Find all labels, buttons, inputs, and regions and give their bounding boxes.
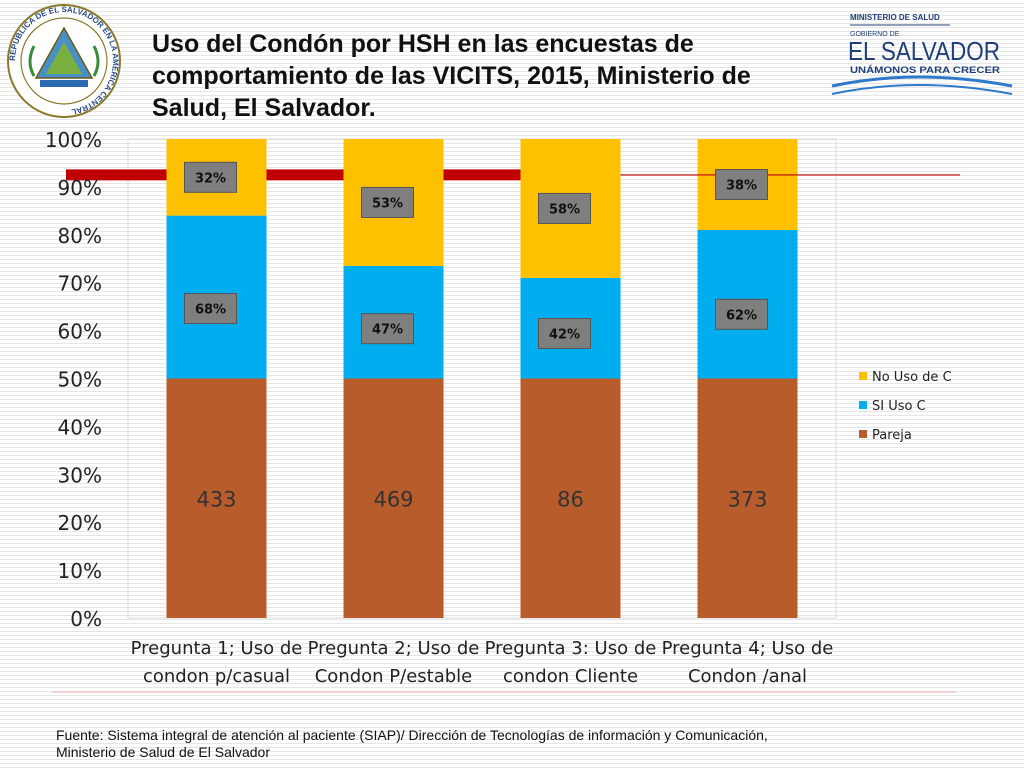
x-category-label: Pregunta 3: Uso de xyxy=(485,638,657,659)
bar-pareja-1 xyxy=(166,378,267,618)
plot-frame xyxy=(127,138,837,619)
y-tick-label: 60% xyxy=(58,320,102,344)
pct-badge-label: 68% xyxy=(195,303,226,318)
bar-pareja-3 xyxy=(520,378,621,618)
pareja-count-label: 433 xyxy=(196,487,236,511)
pct-badge xyxy=(538,317,591,349)
y-tick-label: 10% xyxy=(58,559,102,583)
el-salvador-government-logo: MINISTERIO DE SALUD GOBIERNO DE EL SALVA… xyxy=(831,13,1013,95)
legend-label-si-uso: SI Uso C xyxy=(872,399,926,414)
source-line-1: Fuente: Sistema integral de atención al … xyxy=(56,727,768,743)
legend-swatch-pareja xyxy=(859,430,867,438)
source-line-2: Ministerio de Salud de El Salvador xyxy=(56,744,271,760)
chart-title: Uso del Condón por HSH en las encuestas … xyxy=(152,30,751,122)
legend-swatch-si-uso xyxy=(859,401,867,409)
pareja-count-label: 373 xyxy=(727,487,767,511)
source-note: Fuente: Sistema integral de atención al … xyxy=(56,727,956,761)
y-tick-label: 20% xyxy=(58,511,102,535)
logo-country-text: EL SALVADOR xyxy=(848,36,1000,66)
pct-badge-label: 42% xyxy=(549,327,580,342)
x-category-label: condon p/casual xyxy=(143,666,290,687)
logo-gobierno-text: GOBIERNO DE xyxy=(850,31,900,38)
pct-badge xyxy=(715,169,768,201)
y-tick-label: 70% xyxy=(58,272,102,296)
pct-badge-label: 58% xyxy=(549,202,580,217)
x-category-label: Pregunta 4; Uso de xyxy=(662,638,834,659)
x-category-label: Pregunta 1; Uso de xyxy=(131,638,303,659)
y-tick-label: 90% xyxy=(58,176,102,200)
x-category-label: Condon P/estable xyxy=(315,666,473,687)
pareja-count-label: 469 xyxy=(373,487,413,511)
pct-badge-label: 53% xyxy=(372,196,403,211)
logo-slogan-text: UNÁMONOS PARA CRECER xyxy=(850,65,1000,76)
pct-badge-label: 47% xyxy=(372,323,403,338)
x-category-label: condon Cliente xyxy=(503,666,638,687)
pct-badge xyxy=(361,186,414,218)
pct-badge-label: 62% xyxy=(726,308,757,323)
pct-badge xyxy=(538,192,591,224)
pct-badge-label: 38% xyxy=(726,179,757,194)
y-tick-label: 100% xyxy=(45,128,102,152)
bar-pareja-2 xyxy=(343,378,444,618)
legend-label-no-uso: No Uso de C xyxy=(872,370,952,385)
x-category-label: Pregunta 2; Uso de xyxy=(308,638,480,659)
x-category-label: Condon /anal xyxy=(688,666,807,687)
pct-badge xyxy=(184,161,237,193)
pct-badge xyxy=(361,313,414,345)
pct-badge xyxy=(184,293,237,325)
coat-of-arms-seal: REPUBLICA DE EL SALVADOR EN LA AMERICA C… xyxy=(7,4,121,118)
pareja-count-label: 86 xyxy=(557,487,584,511)
y-tick-label: 0% xyxy=(70,607,102,631)
y-tick-label: 30% xyxy=(58,463,102,487)
pct-badge-label: 32% xyxy=(195,171,226,186)
legend-label-pareja: Pareja xyxy=(872,428,912,443)
legend-swatch-no-uso xyxy=(859,372,867,380)
pct-badge xyxy=(715,298,768,330)
y-tick-label: 50% xyxy=(58,368,102,392)
bar-pareja-4 xyxy=(697,378,798,618)
y-tick-label: 80% xyxy=(58,224,102,248)
logo-ministry-text: MINISTERIO DE SALUD xyxy=(850,13,940,22)
y-tick-label: 40% xyxy=(58,415,102,439)
